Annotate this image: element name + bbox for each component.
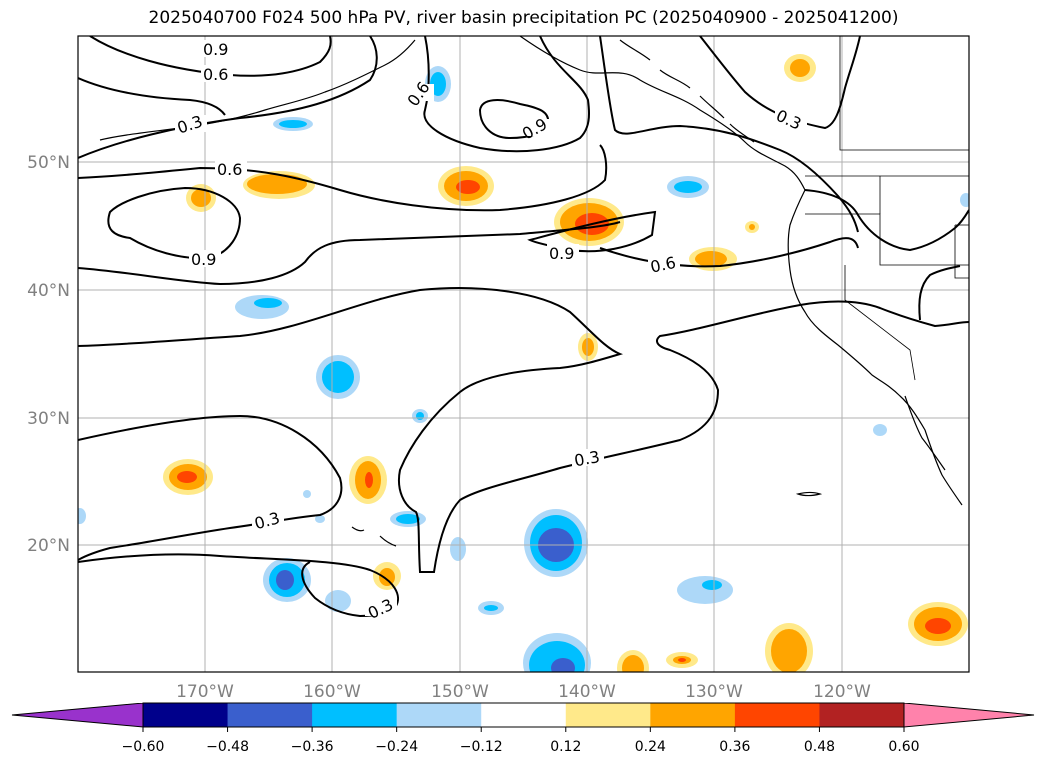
- colorbar-tick-label: −0.24: [375, 739, 418, 755]
- lon-label: 120°W: [813, 682, 871, 702]
- colorbar: −0.60 −0.48 −0.36 −0.24 −0.12 0.12 0.24 0.36 0.4…: [11, 702, 1035, 755]
- positive-anomaly-blob: [908, 602, 968, 646]
- colorbar-tick-label: −0.60: [122, 739, 165, 755]
- lon-label: 160°W: [303, 682, 361, 702]
- lon-label: 150°W: [431, 682, 489, 702]
- negative-anomaly-blob: [235, 295, 289, 319]
- negative-anomaly-blob: [524, 509, 588, 577]
- lat-label: 50°N: [27, 153, 70, 173]
- lat-label: 40°N: [27, 281, 70, 301]
- colorbar-bin: [396, 703, 482, 727]
- negative-anomaly-blob: [450, 537, 466, 561]
- lon-label: 130°W: [685, 682, 743, 702]
- contour-label: 0.9: [549, 244, 574, 263]
- colorbar-bin: [143, 703, 229, 727]
- colorbar-bin: [227, 703, 313, 727]
- coastline: [99, 36, 963, 547]
- positive-anomaly-blob: [617, 650, 649, 672]
- negative-anomaly-blob: [78, 193, 969, 524]
- negative-anomaly-blob: [273, 117, 313, 131]
- colorbar-bin: [650, 703, 736, 727]
- colorbar-extension-high: [904, 703, 1034, 727]
- colorbar-bin: [481, 703, 567, 727]
- positive-anomaly-blob: [438, 166, 494, 206]
- pv-contours: [78, 36, 969, 618]
- negative-anomaly-blob: [677, 576, 733, 604]
- positive-anomaly-blob: [163, 459, 213, 495]
- lat-label: 30°N: [27, 409, 70, 429]
- colorbar-extension-low: [12, 703, 143, 727]
- positive-anomaly-blob: [578, 333, 598, 361]
- colorbar-tick-label: −0.36: [291, 739, 334, 755]
- colorbar-bin: [819, 703, 905, 727]
- lat-labels: 50°N 40°N 30°N 20°N: [27, 153, 70, 556]
- positive-anomaly-blob: [666, 652, 698, 668]
- lon-label: 140°W: [558, 682, 616, 702]
- colorbar-bin: [312, 703, 398, 727]
- colorbar-tick-label: 0.36: [719, 739, 750, 755]
- negative-anomaly-blob: [325, 590, 351, 612]
- colorbar-tick-label: −0.12: [460, 739, 503, 755]
- colorbar-tick-label: 0.24: [635, 739, 666, 755]
- negative-anomaly-blob: [263, 558, 311, 602]
- contour-label: 0.3: [573, 447, 601, 470]
- negative-anomaly-blob: [316, 355, 360, 399]
- negative-anomaly-blob: [412, 409, 428, 423]
- negative-anomaly-blob: [390, 511, 426, 527]
- positive-anomaly-blob: [745, 221, 759, 233]
- colorbar-bin: [734, 703, 820, 727]
- colorbar-tick-label: 0.48: [804, 739, 835, 755]
- contour-label: 0.9: [191, 250, 216, 269]
- map-plot-area: [78, 36, 969, 672]
- lon-labels: 170°W 160°W 150°W 140°W 130°W 120°W: [176, 682, 871, 702]
- chart-title: 2025040700 F024 500 hPa PV, river basin …: [148, 8, 899, 28]
- negative-anomaly-blob: [667, 176, 709, 198]
- contour-label: 0.9: [203, 40, 228, 59]
- positive-anomaly-blob: [554, 198, 624, 246]
- positive-anomaly-blob: [349, 456, 387, 504]
- map-frame: [77, 35, 970, 673]
- positive-anomaly-blob: [373, 562, 401, 590]
- positive-anomaly-blob: [784, 54, 816, 82]
- colorbar-tick-label: 0.60: [888, 739, 919, 755]
- colorbar-tick-label: −0.48: [206, 739, 249, 755]
- contour-label: 0.6: [217, 160, 242, 179]
- lat-label: 20°N: [27, 536, 70, 556]
- negative-anomaly-blob: [523, 633, 591, 672]
- negative-anomaly-blob: [478, 601, 504, 615]
- lon-label: 170°W: [176, 682, 234, 702]
- contour-label: 0.6: [203, 65, 228, 84]
- colorbar-tick-label: 0.12: [550, 739, 581, 755]
- colorbar-bin: [565, 703, 651, 727]
- contour-label: 0.6: [649, 253, 678, 277]
- positive-anomaly-blob: [765, 623, 813, 672]
- positive-anomaly-blob: [689, 247, 737, 271]
